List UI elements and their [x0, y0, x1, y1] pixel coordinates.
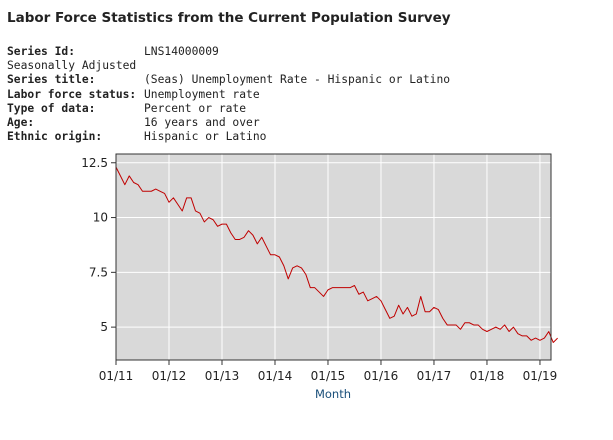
x-tick-label: 01/15 — [311, 369, 346, 383]
x-tick-label: 01/12 — [152, 369, 187, 383]
x-tick-label: 01/19 — [523, 369, 558, 383]
x-tick-label: 01/17 — [417, 369, 452, 383]
y-tick-label: 5 — [100, 320, 108, 334]
series-title-label: Series title: — [7, 73, 96, 87]
type-of-data-label: Type of data: — [7, 101, 96, 115]
seasonal-adjustment: Seasonally Adjusted — [7, 59, 137, 73]
ethnic-origin-label: Ethnic origin: — [7, 130, 103, 144]
y-tick-label: 12.5 — [81, 156, 108, 170]
ethnic-origin-value: Hispanic or Latino — [144, 130, 267, 144]
age-label: Age: — [7, 115, 35, 129]
plot-area — [116, 154, 551, 360]
y-tick-label: 10 — [93, 211, 108, 225]
type-of-data-value: Percent or rate — [144, 101, 247, 115]
page-title: Labor Force Statistics from the Current … — [7, 10, 451, 26]
series-id-label: Series Id: — [7, 45, 76, 58]
series-title-value: (Seas) Unemployment Rate - Hispanic or L… — [144, 73, 451, 87]
labor-force-status-label: Labor force status: — [7, 87, 137, 101]
x-tick-label: 01/18 — [470, 369, 505, 383]
x-axis-label: Month — [315, 387, 351, 401]
x-tick-label: 01/14 — [258, 369, 293, 383]
series-line-hispanic-unemployment — [115, 166, 558, 343]
series-id-value: LNS14000009 — [144, 45, 219, 58]
x-tick-label: 01/13 — [205, 369, 240, 383]
x-tick-label: 01/16 — [364, 369, 399, 383]
age-value: 16 years and over — [144, 115, 260, 129]
plot-frame — [115, 153, 552, 361]
x-tick-label: 01/11 — [99, 369, 134, 383]
labor-force-status-value: Unemployment rate — [144, 87, 260, 101]
y-tick-label: 7.5 — [89, 265, 108, 279]
